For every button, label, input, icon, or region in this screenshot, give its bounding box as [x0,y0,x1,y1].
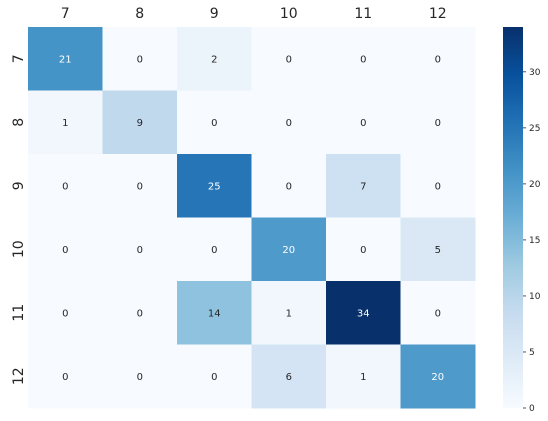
cell-value-label: 14 [208,308,221,319]
cell-value-label: 0 [211,245,217,256]
cell-value-label: 0 [360,54,366,65]
heatmap-cell [102,90,178,155]
heatmap-cell [400,90,476,155]
cell-value-label: 21 [59,54,72,65]
heatmap-cell [102,154,178,218]
heatmap-cell [28,281,103,345]
colorbar-tick-label: 5 [529,348,535,358]
heatmap-cell [400,27,476,91]
cell-value-label: 0 [360,118,366,129]
heatmap-cell [251,154,327,218]
heatmap-cell [326,344,401,409]
heatmap-cell [251,27,327,91]
cell-value-label: 0 [435,181,441,192]
heatmap-cell [177,281,252,345]
cell-value-label: 0 [286,118,292,129]
cell-value-label: 0 [435,54,441,65]
cell-value-label: 0 [137,181,143,192]
heatmap-cell [326,90,401,155]
heatmap-cell [177,154,252,218]
heatmap-cell [326,217,401,282]
heatmap-cell [177,217,252,282]
cell-value-label: 0 [62,372,68,383]
heatmap-cell [28,344,103,409]
cell-value-label: 20 [431,372,444,383]
x-tick-label: 12 [429,6,447,22]
heatmap-cell [400,154,476,218]
colorbar-gradient [503,27,523,408]
y-tick-label: 10 [11,240,27,258]
heatmap-cell [251,281,327,345]
heatmap-cell [102,344,178,409]
heatmap-cell [28,217,103,282]
cell-value-label: 1 [62,118,68,129]
heatmap-cell [326,154,401,218]
heatmap-cell [326,281,401,345]
cell-value-label: 0 [137,372,143,383]
cell-value-label: 0 [62,181,68,192]
y-tick-label: 11 [11,304,27,322]
x-tick-label: 10 [280,6,298,22]
cell-value-label: 0 [286,54,292,65]
x-tick-label: 7 [61,6,70,22]
cell-value-label: 34 [357,308,370,319]
colorbar-tick-label: 0 [529,404,535,414]
heatmap-cells: 21 0 2 0 0 01 9 0 0 0 00 0 25 0 7 00 0 0 20 0 50 0 14 1 34 00 0 0 6 1… [28,27,476,409]
heatmap-cell [28,90,103,155]
cell-value-label: 0 [435,118,441,129]
colorbar-tick-label: 20 [529,180,541,190]
cell-value-label: 25 [208,181,221,192]
heatmap-cell [28,154,103,218]
x-tick-label: 8 [135,6,144,22]
cell-value-label: 5 [435,245,441,256]
y-tick-label: 9 [11,181,27,190]
cell-value-label: 0 [360,245,366,256]
cell-value-label: 1 [360,372,366,383]
cell-value-label: 0 [286,181,292,192]
cell-value-label: 9 [137,118,143,129]
heatmap-cell [400,281,476,345]
cell-value-label: 0 [137,308,143,319]
colorbar-tick-label: 15 [529,236,540,246]
colorbar-tick-label: 10 [529,292,541,302]
heatmap-cell [102,27,178,91]
cell-value-label: 0 [62,308,68,319]
x-tick-label: 9 [210,6,219,22]
heatmap-cell [102,217,178,282]
heatmap-cell [251,217,327,282]
heatmap-cell [400,217,476,282]
y-tick-label: 7 [11,54,27,63]
cell-value-label: 7 [360,181,366,192]
heatmap-cell [177,27,252,91]
x-tick-label: 11 [354,6,372,22]
heatmap-cell [251,90,327,155]
cell-value-label: 6 [286,372,292,383]
cell-value-label: 0 [211,118,217,129]
colorbar-tick-label: 30 [529,68,541,78]
cell-value-label: 0 [137,54,143,65]
heatmap-cell [326,27,401,91]
cell-value-label: 1 [286,308,292,319]
heatmap-cell [177,344,252,409]
cell-value-label: 0 [211,372,217,383]
y-tick-label: 12 [11,367,27,385]
heatmap-cell [177,90,252,155]
heatmap-cell [102,281,178,345]
colorbar: 0 5 10 15 20 25 30 [503,27,541,414]
cell-value-label: 0 [137,245,143,256]
cell-value-label: 0 [62,245,68,256]
heatmap-cell [28,27,103,91]
cell-value-label: 2 [211,54,217,65]
cell-value-label: 0 [435,308,441,319]
colorbar-tick-label: 25 [529,124,540,134]
y-tick-label: 8 [11,118,27,127]
cell-value-label: 20 [282,245,295,256]
heatmap-cell [251,344,327,409]
heatmap-cell [400,344,476,409]
y-tick-labels: 7 8 9 10 11 12 [11,54,27,385]
x-tick-labels: 7 8 9 10 11 12 [61,6,447,22]
